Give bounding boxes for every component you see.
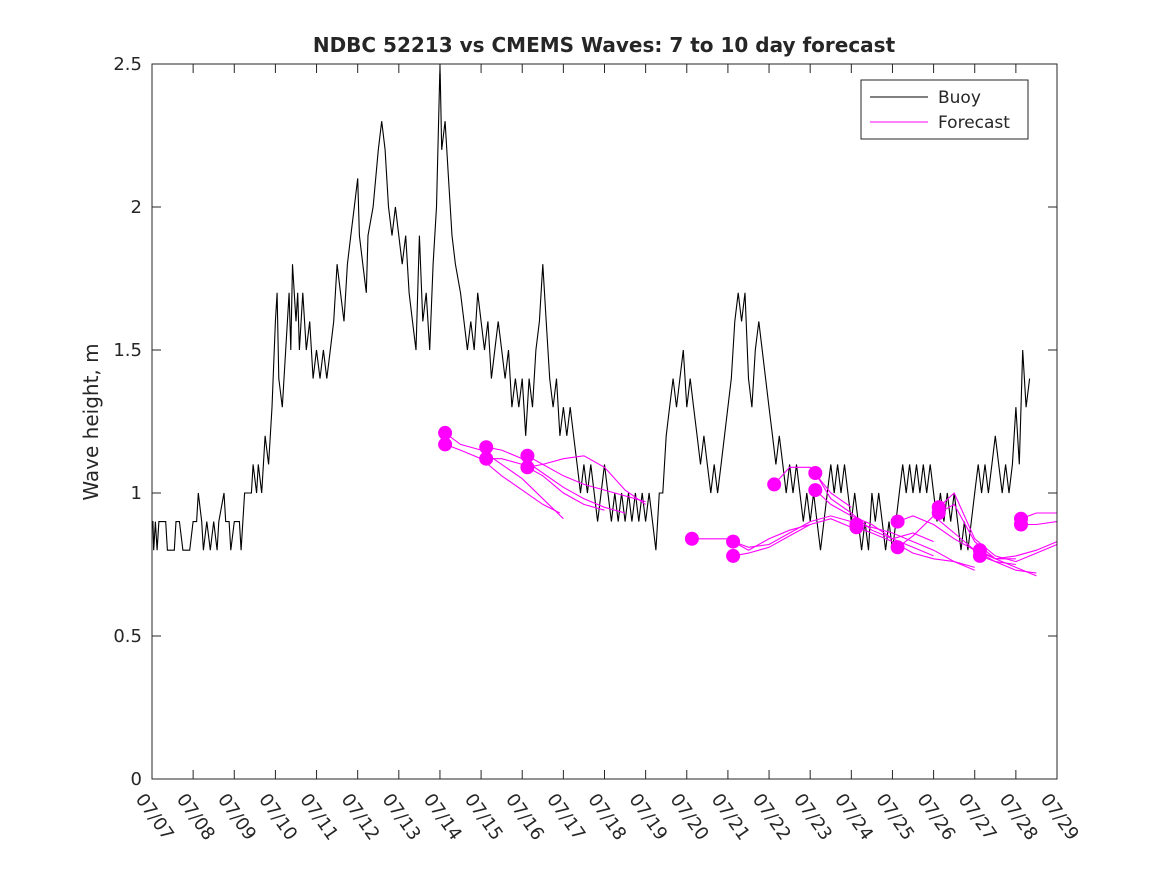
forecast-start-marker-22 xyxy=(1014,517,1028,532)
chart-title: NDBC 52213 vs CMEMS Waves: 7 to 10 day f… xyxy=(313,33,896,57)
forecast-start-marker-4 xyxy=(479,451,494,466)
y-tick-label: 1.5 xyxy=(113,340,142,361)
forecast-run-line-8 xyxy=(732,515,852,548)
forecast-start-marker-20 xyxy=(972,548,987,563)
forecast-start-marker-2 xyxy=(438,437,453,452)
y-tick-label: 2 xyxy=(131,197,142,218)
forecast-run-line-10 xyxy=(773,466,852,508)
legend-buoy-label: Buoy xyxy=(938,88,981,108)
legend-forecast-label: Forecast xyxy=(938,113,1010,133)
forecast-run-line-14 xyxy=(856,526,975,568)
forecast-start-marker-15 xyxy=(890,514,905,529)
forecast-start-marker-12 xyxy=(808,483,823,498)
forecast-start-marker-9 xyxy=(726,548,741,563)
y-tick-label: 2.5 xyxy=(113,54,142,75)
forecast-run-line-12 xyxy=(814,489,934,557)
forecast-start-marker-5 xyxy=(520,448,535,463)
buoy-series-line xyxy=(152,63,1031,551)
legend-box xyxy=(860,79,1029,140)
forecast-run-line-1 xyxy=(444,432,564,520)
y-tick-label: 1 xyxy=(131,483,142,504)
y-tick-label: 0 xyxy=(131,769,142,790)
forecast-run-line-4 xyxy=(486,458,605,511)
y-axis-label: Wave height, m xyxy=(79,343,103,500)
forecast-run-line-11 xyxy=(814,472,934,543)
forecast-run-line-3 xyxy=(486,446,626,514)
forecast-start-marker-8 xyxy=(726,534,741,549)
forecast-start-marker-16 xyxy=(890,540,905,555)
plot-area xyxy=(152,63,1058,577)
forecast-run-line-9 xyxy=(733,518,852,557)
forecast-start-marker-1 xyxy=(438,425,453,440)
forecast-run-line-2 xyxy=(444,443,561,514)
forecast-run-line-17 xyxy=(938,492,1058,563)
forecast-start-marker-14 xyxy=(849,520,864,535)
forecast-start-marker-3 xyxy=(479,440,494,455)
forecast-run-line-7 xyxy=(691,523,811,551)
legend: Buoy Forecast xyxy=(860,79,1029,140)
forecast-start-marker-11 xyxy=(808,466,823,480)
forecast-start-marker-10 xyxy=(767,477,782,492)
forecast-run-line-6 xyxy=(527,455,646,505)
forecast-start-marker-7 xyxy=(684,531,699,546)
y-tick-label: 0.5 xyxy=(113,626,142,647)
forecast-start-marker-18 xyxy=(931,506,946,520)
forecast-start-marker-6 xyxy=(520,460,535,475)
forecast-run-line-20 xyxy=(979,555,1037,574)
